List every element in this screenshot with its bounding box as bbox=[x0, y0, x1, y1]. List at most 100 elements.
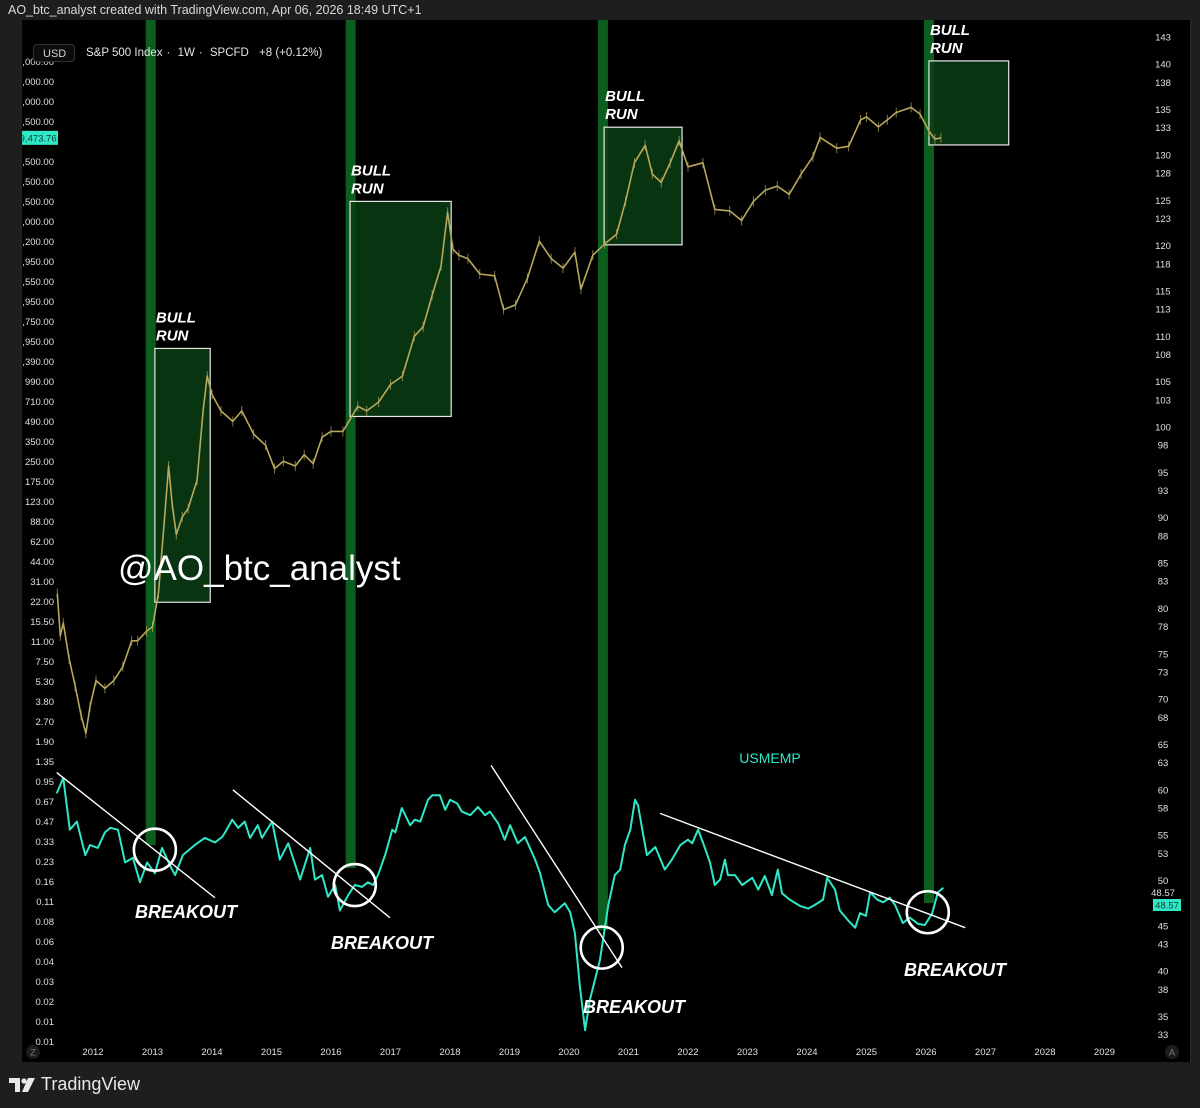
trendline[interactable] bbox=[232, 789, 391, 919]
right-axis-tick: 58 bbox=[1158, 803, 1169, 814]
left-axis-tick: 0.03 bbox=[36, 977, 55, 988]
last-price-label: 69,473.76 bbox=[22, 133, 57, 144]
time-axis-tick: 2015 bbox=[261, 1047, 282, 1058]
left-axis-tick: 260,000.00 bbox=[22, 57, 54, 68]
time-axis-tick: 2016 bbox=[320, 1047, 341, 1058]
currency-button[interactable]: USD bbox=[33, 44, 75, 62]
right-axis-tick: 53 bbox=[1158, 849, 1169, 860]
left-axis-tick: 0.23 bbox=[36, 857, 55, 868]
symbol-name: S&P 500 Index bbox=[86, 47, 163, 59]
right-axis-tick: 93 bbox=[1158, 486, 1169, 497]
time-axis-tick: 2027 bbox=[975, 1047, 996, 1058]
bull-run-label-line2: RUN bbox=[930, 40, 964, 57]
log-scale-button[interactable] bbox=[26, 1045, 40, 1059]
right-axis-tick: 85 bbox=[1158, 559, 1169, 570]
symbol-change: +8 (+0.12%) bbox=[259, 47, 323, 59]
usmemp-value-badge-label: 48.57 bbox=[1155, 901, 1179, 912]
symbol-legend[interactable]: S&P 500 Index · 1W · SPCFD +8 (+0.12%) bbox=[86, 47, 326, 59]
left-axis-tick: 490.00 bbox=[25, 417, 54, 428]
chart-caption: AO_btc_analyst created with TradingView.… bbox=[8, 3, 422, 17]
legend-separator: · bbox=[198, 47, 203, 59]
left-axis-tick: 91,500.00 bbox=[22, 117, 54, 128]
time-axis-tick: 2017 bbox=[380, 1047, 401, 1058]
left-axis-tick: 129,000.00 bbox=[22, 97, 54, 108]
left-axis-tick: 11.00 bbox=[31, 637, 54, 648]
left-axis-tick: 11,200.00 bbox=[22, 237, 54, 248]
left-axis-tick: 22,500.00 bbox=[22, 197, 54, 208]
left-axis-tick: 88.00 bbox=[30, 517, 54, 528]
time-axis-tick: 2014 bbox=[201, 1047, 222, 1058]
trendline[interactable] bbox=[490, 764, 623, 968]
bull-run-box bbox=[928, 60, 1010, 146]
right-axis-tick: 103 bbox=[1155, 395, 1171, 406]
breakout-label: BREAKOUT bbox=[135, 902, 239, 922]
time-axis-tick: 2025 bbox=[856, 1047, 877, 1058]
breakout-label: BREAKOUT bbox=[904, 960, 1008, 980]
breakout-circle bbox=[332, 862, 378, 908]
bull-run-label-line2: RUN bbox=[605, 106, 639, 123]
right-axis-tick: 110 bbox=[1155, 332, 1170, 343]
right-axis-tick: 133 bbox=[1155, 123, 1171, 134]
left-axis-tick: 350.00 bbox=[25, 437, 54, 448]
right-axis-tick: 128 bbox=[1155, 169, 1171, 180]
right-axis-tick: 78 bbox=[1158, 622, 1169, 633]
trendline[interactable] bbox=[659, 812, 966, 929]
left-axis-tick: 22.00 bbox=[30, 597, 54, 608]
left-axis-tick: 0.04 bbox=[36, 957, 55, 968]
right-axis-tick: 130 bbox=[1155, 150, 1171, 161]
trendline[interactable] bbox=[56, 772, 216, 899]
right-axis-tick: 75 bbox=[1158, 649, 1169, 660]
chart-canvas[interactable]: BULLRUNBULLRUNBULLRUNBULLRUNBREAKOUTBREA… bbox=[22, 20, 1190, 1062]
right-axis-tick: 125 bbox=[1155, 196, 1171, 207]
right-axis-tick: 65 bbox=[1158, 740, 1169, 751]
time-axis-tick: 2013 bbox=[142, 1047, 163, 1058]
last-price-badge bbox=[22, 130, 58, 145]
right-axis-tick: 100 bbox=[1155, 423, 1171, 434]
time-axis-tick: 2020 bbox=[558, 1047, 579, 1058]
watermark: @AO_btc_analyst bbox=[118, 549, 401, 588]
chart-panel[interactable]: BULL RUN BULL RUN BULL RUN BULL RUN BREAKOUT BREA… bbox=[22, 20, 1191, 1062]
bull-run-label-line1: BULL bbox=[156, 309, 196, 326]
left-axis-tick: 1,390.00 bbox=[22, 357, 54, 368]
right-axis-tick: 90 bbox=[1158, 513, 1169, 524]
left-axis-tick: 123.00 bbox=[25, 497, 54, 508]
highlight-bar bbox=[345, 20, 356, 868]
usmemp-series-line bbox=[55, 777, 944, 1032]
left-axis-tick: 1,950.00 bbox=[22, 337, 54, 348]
left-axis-tick: 2,750.00 bbox=[22, 317, 54, 328]
right-axis-tick: 143 bbox=[1155, 33, 1171, 44]
time-axis-tick: 2029 bbox=[1094, 1047, 1115, 1058]
time-axis-tick: 2019 bbox=[499, 1047, 520, 1058]
left-axis-tick: 990.00 bbox=[25, 377, 54, 388]
right-axis-tick: 115 bbox=[1155, 286, 1170, 297]
right-axis-tick: 45 bbox=[1158, 921, 1169, 932]
right-axis-tick: 95 bbox=[1158, 468, 1169, 479]
auto-scale-button[interactable] bbox=[1165, 1045, 1179, 1059]
time-axis-tick: 2018 bbox=[439, 1047, 460, 1058]
left-axis-tick: 44.00 bbox=[30, 557, 54, 568]
highlight-bar bbox=[145, 20, 156, 845]
right-axis-tick: 63 bbox=[1158, 758, 1169, 769]
right-axis-tick: 138 bbox=[1155, 78, 1171, 89]
left-axis-tick: 0.08 bbox=[36, 917, 55, 928]
left-axis-tick: 2.70 bbox=[36, 717, 55, 728]
left-axis-tick: 0.95 bbox=[36, 777, 55, 788]
tradingview-logo[interactable]: TradingView bbox=[9, 1074, 140, 1095]
left-axis-tick: 62.00 bbox=[30, 537, 54, 548]
left-axis-tick: 0.33 bbox=[36, 837, 55, 848]
tradingview-logo-icon bbox=[9, 1077, 35, 1092]
time-axis-tick: 2023 bbox=[737, 1047, 758, 1058]
breakout-circle bbox=[579, 925, 625, 970]
bull-run-box bbox=[603, 126, 683, 246]
right-axis-tick: 120 bbox=[1155, 241, 1171, 252]
time-axis-tick: 2026 bbox=[915, 1047, 936, 1058]
right-axis-tick: 88 bbox=[1158, 531, 1169, 542]
usmemp-value-badge bbox=[1153, 899, 1181, 911]
left-axis-tick: 31.00 bbox=[30, 577, 54, 588]
right-axis-tick: 123 bbox=[1155, 214, 1171, 225]
right-axis-tick: 105 bbox=[1155, 377, 1171, 388]
left-axis-tick: 185,000.00 bbox=[22, 77, 54, 88]
bull-run-box bbox=[154, 347, 211, 603]
left-axis-tick: 0.01 bbox=[36, 1017, 55, 1028]
left-axis-tick: 0.02 bbox=[36, 997, 55, 1008]
